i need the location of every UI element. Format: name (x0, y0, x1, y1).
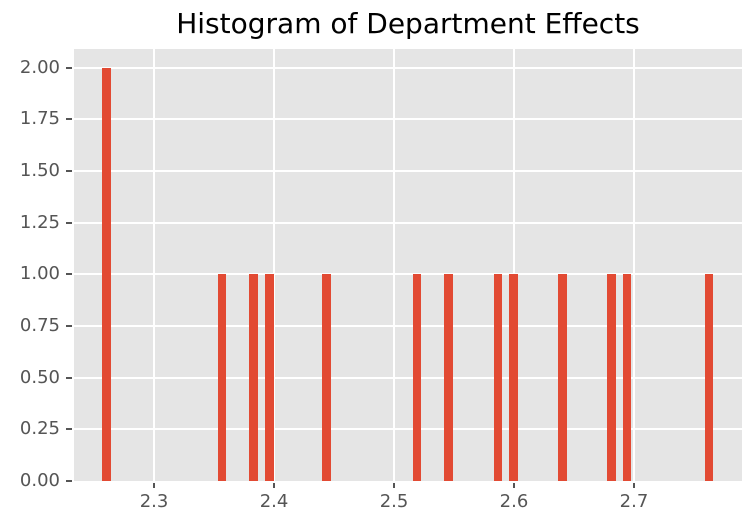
histogram-bar (557, 274, 567, 481)
chart-title: Histogram of Department Effects (176, 7, 640, 40)
y-tick-mark (66, 66, 72, 69)
x-gridline (393, 49, 396, 481)
x-tick-label: 2.6 (499, 491, 529, 512)
y-gridline (74, 428, 742, 431)
y-tick-label: 0.25 (19, 418, 60, 440)
histogram-bar (444, 274, 453, 481)
histogram-bar (412, 274, 422, 481)
histogram-bar (622, 274, 632, 481)
x-tick-label: 2.5 (379, 491, 409, 512)
y-tick-label: 0.00 (19, 470, 60, 491)
x-tick-mark (153, 483, 156, 488)
x-tick-mark (273, 483, 276, 488)
histogram-bar (704, 274, 714, 481)
histogram-bar (493, 274, 503, 481)
y-gridline (74, 324, 742, 327)
y-tick-mark (66, 324, 72, 327)
y-tick-mark (66, 169, 72, 172)
y-tick-label: 2.00 (19, 56, 60, 78)
histogram-bar (217, 274, 227, 481)
x-gridline (513, 49, 515, 481)
x-tick-mark (633, 483, 635, 488)
y-tick-mark (66, 480, 72, 482)
histogram-bar (265, 274, 274, 481)
x-tick-label: 2.4 (259, 491, 289, 512)
y-tick-label: 1.25 (19, 211, 60, 233)
y-tick-label: 1.00 (19, 263, 60, 285)
histogram-bar (322, 274, 331, 481)
x-tick-mark (393, 483, 396, 488)
y-tick-mark (66, 273, 72, 276)
y-gridline (74, 66, 742, 69)
x-tick-label: 2.7 (619, 491, 649, 512)
y-tick-mark (66, 376, 72, 379)
y-tick-mark (66, 118, 72, 121)
x-tick-mark (513, 483, 515, 488)
y-tick-mark (66, 428, 72, 431)
y-tick-mark (66, 221, 72, 224)
x-gridline (153, 49, 156, 481)
plot-area (74, 49, 742, 481)
y-gridline (74, 221, 742, 224)
x-gridline (633, 49, 635, 481)
histogram-bar (249, 274, 258, 481)
y-tick-label: 1.50 (19, 159, 60, 181)
y-gridline (74, 118, 742, 121)
y-gridline (74, 376, 742, 379)
y-tick-label: 1.75 (19, 108, 60, 130)
y-tick-label: 0.50 (19, 366, 60, 388)
x-gridline (273, 49, 276, 481)
y-gridline (74, 169, 742, 172)
histogram-bar (102, 67, 111, 481)
histogram-bar (509, 274, 518, 481)
x-tick-label: 2.3 (139, 491, 169, 512)
y-tick-label: 0.75 (19, 314, 60, 336)
histogram-bar (607, 274, 616, 481)
y-gridline (74, 273, 742, 276)
